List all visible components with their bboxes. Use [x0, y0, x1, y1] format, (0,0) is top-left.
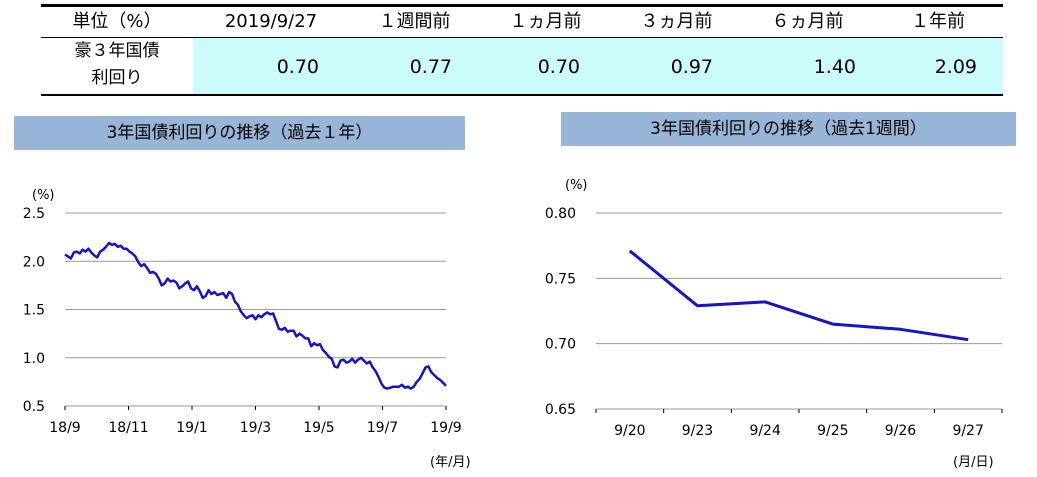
chart1-ytick-label: 2.0 — [23, 254, 45, 270]
chart2-plot: (%) (月/日) 0.80 0.75 0.70 0.65 9/20 9/23 9/24 9/… — [520, 150, 1037, 477]
chart1-xtick-label: 18/11 — [108, 420, 148, 436]
chart2-xtick-label: 9/20 — [614, 423, 645, 439]
column-header-3m: ３ヵ月前 — [611, 8, 742, 36]
chart1-xlabel: (年/月) — [430, 455, 471, 470]
chart1-xtick-label: 19/1 — [176, 420, 207, 436]
chart1-series-line — [65, 243, 446, 389]
table-top-border — [41, 4, 1003, 7]
value-1y: 2.09 — [873, 38, 977, 94]
chart1-ytick-label: 1.5 — [23, 303, 45, 319]
chart1-xtick-label: 19/7 — [367, 420, 398, 436]
chart2-ytick-label: 0.75 — [545, 271, 576, 287]
column-header-1w: １週間前 — [349, 8, 480, 36]
chart2-ytick-label: 0.80 — [545, 206, 576, 222]
chart2-title: 3年国債利回りの推移（過去1週間） — [561, 112, 1016, 146]
chart2-xtick-label: 9/27 — [952, 423, 983, 439]
chart1-ytick-label: 1.0 — [23, 351, 45, 367]
column-header-date: 2019/9/27 — [193, 8, 349, 36]
column-header-1m: １ヵ月前 — [480, 8, 611, 36]
chart1-ytick-label: 2.5 — [23, 206, 45, 222]
chart2-series-line — [630, 251, 968, 340]
row-label: 豪３年国債 利回り — [41, 38, 193, 94]
chart1-plot: (%) (年/月) 2.5 2.0 1.5 1.0 0.518/9 18/11 19/1 19… — [0, 150, 490, 477]
chart1-xtick-label: 19/5 — [303, 420, 334, 436]
value-6m: 1.40 — [742, 38, 856, 94]
chart2-ylabel: (%) — [565, 178, 588, 193]
chart1-xtick-label: 19/9 — [430, 420, 461, 436]
chart1-xtick-label: 18/9 — [49, 420, 80, 436]
chart2-ytick-label: 0.70 — [545, 337, 576, 353]
chart2-xtick-label: 9/24 — [749, 423, 781, 439]
chart2-ytick-label: 0.65 — [545, 402, 576, 418]
row-label-line2: 利回り — [41, 65, 193, 92]
value-3m: 0.97 — [611, 38, 713, 94]
chart2-xlabel: (月/日) — [953, 455, 994, 470]
value-current: 0.70 — [193, 38, 319, 94]
chart1-ytick-label: 0.5 — [23, 399, 45, 415]
value-1m: 0.70 — [480, 38, 580, 94]
chart2-xtick-label: 9/26 — [885, 423, 917, 439]
table-bottom-border — [41, 94, 1003, 96]
chart2-xtick-label: 9/23 — [682, 423, 713, 439]
row-label-line1: 豪３年国債 — [41, 38, 193, 65]
chart1-xtick-label: 19/3 — [240, 420, 271, 436]
chart2-xtick-label: 9/25 — [817, 423, 848, 439]
value-1w: 0.77 — [349, 38, 452, 94]
column-header-1y: １年前 — [873, 8, 1003, 36]
column-header-6m: ６ヵ月前 — [742, 8, 873, 36]
unit-header: 単位（%） — [41, 8, 193, 36]
chart1-title: 3年国債利回りの推移（過去１年） — [14, 116, 465, 150]
chart1-ylabel: (%) — [32, 188, 55, 203]
